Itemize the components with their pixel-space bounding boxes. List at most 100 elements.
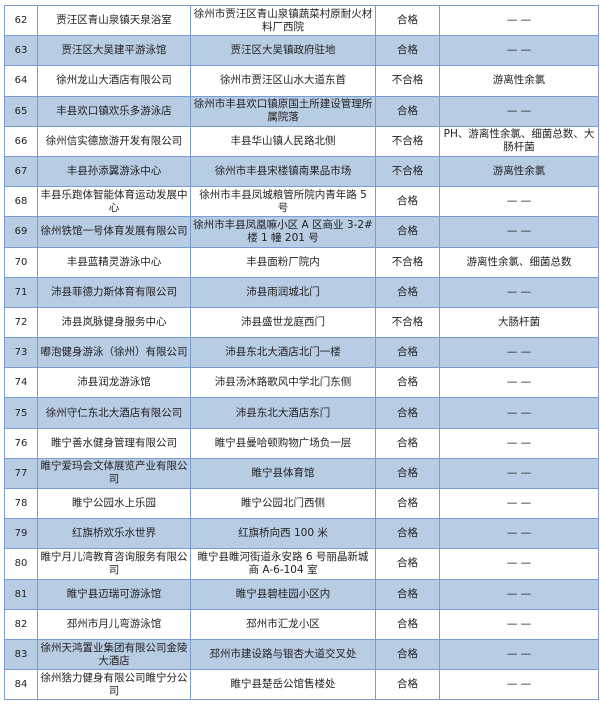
- failed-items-cell: — —: [439, 638, 599, 671]
- result-cell: 合格: [375, 4, 440, 37]
- row-number-cell: 67: [4, 155, 38, 188]
- address-cell: 丰县华山镇人民路北侧: [190, 125, 376, 157]
- result-cell: 合格: [375, 186, 440, 218]
- result-cell: 不合格: [375, 125, 440, 157]
- address-cell: 徐州市丰县欢口镇原国土所建设管理所属院落: [190, 95, 376, 127]
- result-cell: 合格: [375, 518, 440, 550]
- row-number-cell: 71: [4, 276, 38, 308]
- result-cell: 合格: [375, 608, 440, 640]
- table-row: 66 徐州信实德旅游开发有限公司 丰县华山镇人民路北侧 不合格 PH、游离性余氯、细菌总…: [4, 125, 599, 157]
- venue-name-cell: 睢宁爱玛会文体展览产业有限公司: [37, 457, 191, 490]
- failed-items-cell: — —: [439, 95, 599, 127]
- address-cell: 邳州市建设路与银杏大道交叉处: [190, 638, 376, 671]
- result-cell: 合格: [375, 578, 440, 610]
- venue-name-cell: 徐州龙山大酒店有限公司: [37, 65, 191, 97]
- result-cell: 不合格: [375, 65, 440, 97]
- failed-items-cell: — —: [439, 35, 599, 67]
- venue-name-cell: 丰县乐跑体智能体育运动发展中心: [37, 186, 191, 218]
- venue-name-cell: 丰县欢口镇欢乐多游泳店: [37, 95, 191, 127]
- table-row: 76 睢宁善水健身管理有限公司 睢宁县曼哈顿购物广场负一层 合格 — —: [4, 427, 599, 459]
- row-number-cell: 69: [4, 216, 38, 248]
- table-row: 74 沛县润龙游泳馆 沛县汤沐路歌风中学北门东侧 合格 — —: [4, 367, 599, 399]
- failed-items-cell: — —: [439, 548, 599, 580]
- result-cell: 合格: [375, 35, 440, 67]
- venue-name-cell: 徐州猞力健身有限公司睢宁分公司: [37, 669, 191, 701]
- table-row: 63 贾汪区大吴建平游泳馆 贾汪区大吴镇政府驻地 合格 — —: [4, 35, 599, 67]
- table-row: 78 睢宁公园水上乐园 睢宁公园北门西侧 合格 — —: [4, 487, 599, 520]
- address-cell: 睢宁县楚岳公馆售楼处: [190, 669, 376, 701]
- address-cell: 睢宁县体育馆: [190, 457, 376, 490]
- venue-name-cell: 嘟泡健身游泳（徐州）有限公司: [37, 337, 191, 369]
- result-cell: 合格: [375, 638, 440, 671]
- table-row: 77 睢宁爱玛会文体展览产业有限公司 睢宁县体育馆 合格 — —: [4, 457, 599, 490]
- row-number-cell: 82: [4, 608, 38, 640]
- result-cell: 合格: [375, 457, 440, 490]
- table-row: 70 丰县蓝精灵游泳中心 丰县面粉厂院内 不合格 游离性余氯、细菌总数: [4, 246, 599, 278]
- failed-items-cell: — —: [439, 397, 599, 429]
- failed-items-cell: — —: [439, 669, 599, 701]
- address-cell: 徐州市贾汪区青山泉镇蔬菜村原耐火材料厂西院: [190, 4, 376, 37]
- table-row: 72 沛县岚脉健身服务中心 沛县盛世龙庭西门 不合格 大肠杆菌: [4, 306, 599, 339]
- result-cell: 不合格: [375, 306, 440, 339]
- result-cell: 合格: [375, 337, 440, 369]
- address-cell: 红旗桥向西 100 米: [190, 518, 376, 550]
- row-number-cell: 65: [4, 95, 38, 127]
- table-row: 79 红旗桥欢乐水世界 红旗桥向西 100 米合格 — —: [4, 518, 599, 550]
- address-cell: 沛县雨润城北门: [190, 276, 376, 308]
- venue-name-cell: 睢宁公园水上乐园: [37, 487, 191, 520]
- row-number-cell: 81: [4, 578, 38, 610]
- row-number-cell: 73: [4, 337, 38, 369]
- row-number-cell: 68: [4, 186, 38, 218]
- address-cell: 睢宁县睢河街道永安路 6 号丽晶新城商 A-6-104 室: [190, 548, 376, 580]
- failed-items-cell: — —: [439, 4, 599, 37]
- table-row: 62 贾汪区青山泉镇天泉浴室 徐州市贾汪区青山泉镇蔬菜村原耐火材料厂西院 合格 — —: [4, 4, 599, 37]
- venue-name-cell: 丰县蓝精灵游泳中心: [37, 246, 191, 278]
- address-cell: 睢宁县碧桂园小区内: [190, 578, 376, 610]
- venue-name-cell: 徐州铁馆一号体育发展有限公司: [37, 216, 191, 248]
- table-row: 83 徐州天鸿置业集团有限公司金陵大酒店 邳州市建设路与银杏大道交叉处 合格 — —: [4, 638, 599, 671]
- table-row: 68 丰县乐跑体智能体育运动发展中心 徐州市丰县凤城粮管所院内青年路 5 号合格 — …: [4, 186, 599, 218]
- table-row: 75 徐州守仁东北大酒店有限公司 沛县东北大酒店东门 合格 — —: [4, 397, 599, 429]
- failed-items-cell: — —: [439, 578, 599, 610]
- address-cell: 徐州市丰县凤凰嘛小区 A 区商业 3-2#楼 1 幢 201 号: [190, 216, 376, 248]
- address-cell: 徐州市丰县宋楼镇南果品市场: [190, 155, 376, 188]
- row-number-cell: 70: [4, 246, 38, 278]
- row-number-cell: 83: [4, 638, 38, 671]
- table-row: 64 徐州龙山大酒店有限公司 徐州市贾汪区山水大道东首 不合格 游离性余氯: [4, 65, 599, 97]
- venue-name-cell: 徐州守仁东北大酒店有限公司: [37, 397, 191, 429]
- address-cell: 邳州市汇龙小区: [190, 608, 376, 640]
- venue-name-cell: 徐州信实德旅游开发有限公司: [37, 125, 191, 157]
- row-number-cell: 79: [4, 518, 38, 550]
- result-cell: 合格: [375, 487, 440, 520]
- failed-items-cell: — —: [439, 367, 599, 399]
- result-cell: 不合格: [375, 155, 440, 188]
- result-cell: 合格: [375, 367, 440, 399]
- address-cell: 沛县东北大酒店北门一楼: [190, 337, 376, 369]
- row-number-cell: 84: [4, 669, 38, 701]
- result-cell: 不合格: [375, 246, 440, 278]
- row-number-cell: 63: [4, 35, 38, 67]
- row-number-cell: 76: [4, 427, 38, 459]
- address-cell: 丰县面粉厂院内: [190, 246, 376, 278]
- failed-items-cell: — —: [439, 216, 599, 248]
- table-row: 80 睢宁月儿湾教育咨询服务有限公司 睢宁县睢河街道永安路 6 号丽晶新城商 A-6…: [4, 548, 599, 580]
- row-number-cell: 80: [4, 548, 38, 580]
- table-row: 69 徐州铁馆一号体育发展有限公司 徐州市丰县凤凰嘛小区 A 区商业 3-2#楼 1…: [4, 216, 599, 248]
- venue-name-cell: 沛县润龙游泳馆: [37, 367, 191, 399]
- result-cell: 合格: [375, 216, 440, 248]
- result-cell: 合格: [375, 548, 440, 580]
- table-row: 84 徐州猞力健身有限公司睢宁分公司 睢宁县楚岳公馆售楼处 合格 — —: [4, 669, 599, 701]
- venue-name-cell: 睢宁月儿湾教育咨询服务有限公司: [37, 548, 191, 580]
- row-number-cell: 74: [4, 367, 38, 399]
- address-cell: 睢宁县曼哈顿购物广场负一层: [190, 427, 376, 459]
- venue-name-cell: 红旗桥欢乐水世界: [37, 518, 191, 550]
- venue-name-cell: 沛县菲德力斯体育有限公司: [37, 276, 191, 308]
- venue-name-cell: 沛县岚脉健身服务中心: [37, 306, 191, 339]
- address-cell: 沛县汤沐路歌风中学北门东侧: [190, 367, 376, 399]
- failed-items-cell: — —: [439, 457, 599, 490]
- result-cell: 合格: [375, 669, 440, 701]
- failed-items-cell: — —: [439, 518, 599, 550]
- address-cell: 贾汪区大吴镇政府驻地: [190, 35, 376, 67]
- inspection-results-table: 62 贾汪区青山泉镇天泉浴室 徐州市贾汪区青山泉镇蔬菜村原耐火材料厂西院 合格 — —6…: [4, 4, 599, 701]
- venue-name-cell: 邳州市月儿弯游泳馆: [37, 608, 191, 640]
